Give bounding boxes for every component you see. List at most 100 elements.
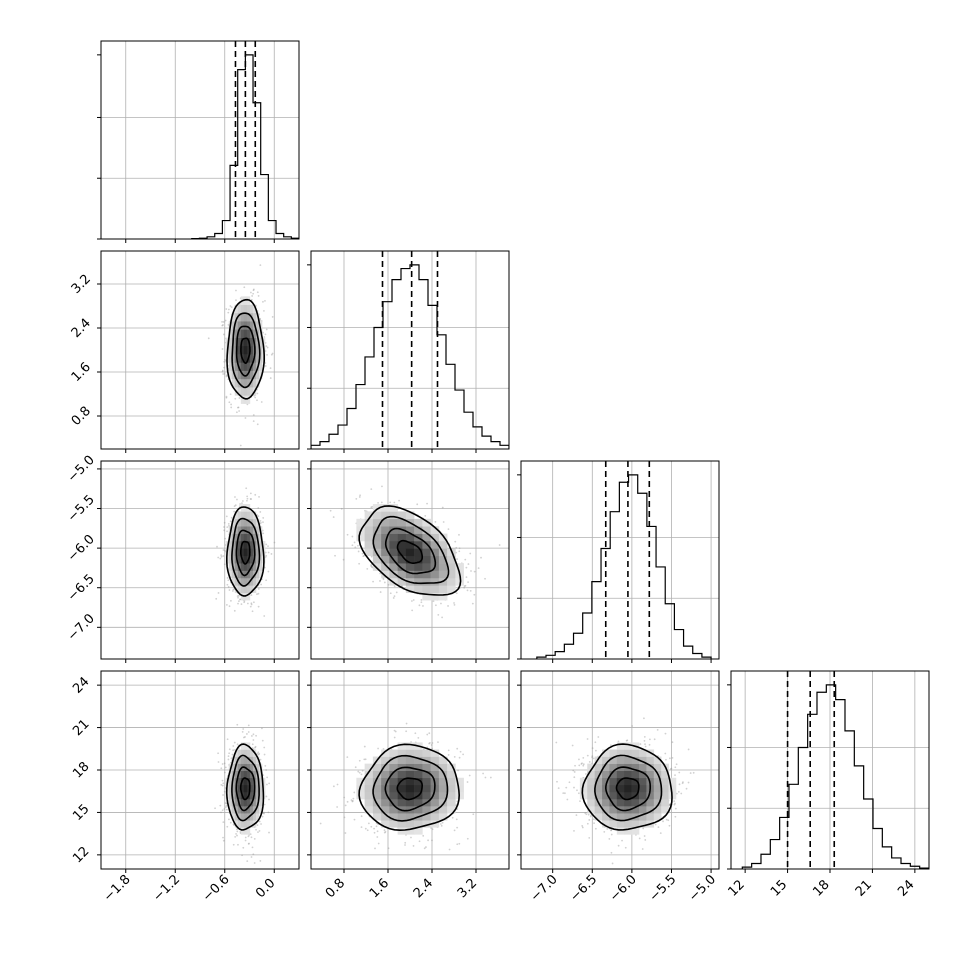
scatter-point [225, 603, 228, 606]
density-cell [228, 555, 233, 564]
scatter-point [223, 366, 226, 369]
panel-frame [100, 40, 300, 240]
scatter-point [263, 336, 266, 338]
scatter-point [412, 599, 415, 601]
density-cell [422, 518, 431, 527]
scatter-point [225, 802, 228, 805]
scatter-point [263, 803, 266, 806]
density-cell [228, 806, 233, 814]
scatter-point [261, 739, 264, 742]
scatter-point [241, 502, 243, 505]
scatter-point [238, 505, 241, 508]
density-cell [381, 570, 390, 579]
density-cell [258, 540, 263, 549]
density-cell [243, 563, 248, 571]
scatter-point [355, 498, 358, 500]
density-cell [237, 526, 242, 534]
scatter-point [477, 567, 480, 570]
scatter-point [225, 395, 228, 398]
scatter-point [393, 595, 396, 598]
panel-frame [310, 460, 510, 660]
scatter-point [420, 601, 423, 604]
scatter-point [222, 549, 225, 551]
density-cell [249, 770, 254, 779]
scatter-point [357, 770, 360, 773]
density-cell [422, 570, 431, 579]
scatter-point [398, 499, 400, 502]
density-cell [231, 791, 236, 800]
density-cell [243, 345, 248, 355]
density-cell [381, 518, 390, 527]
density-cell [422, 577, 431, 586]
scatter-point [367, 822, 370, 825]
scatter-point [265, 795, 268, 798]
density-cell [246, 387, 251, 396]
density-cell [255, 791, 260, 800]
scatter-point [245, 487, 248, 490]
density-cell [438, 540, 448, 549]
density-cell [246, 763, 251, 772]
scatter-point [237, 602, 239, 605]
density-cell [255, 548, 260, 557]
density-cell [231, 577, 236, 586]
scatter-point [226, 738, 229, 741]
density-cell [252, 770, 257, 779]
scatter-point [233, 824, 235, 827]
density-cell [243, 540, 248, 549]
density-cell [234, 813, 239, 821]
density-cell [438, 570, 448, 579]
scatter-point [489, 776, 492, 779]
scatter-point [241, 500, 244, 502]
density-cell [231, 526, 236, 534]
density-cell [414, 570, 423, 579]
scatter-point [230, 306, 233, 309]
scatter-point [453, 603, 456, 606]
scatter-point [405, 730, 408, 733]
density-cell [240, 749, 245, 757]
scatter-point [253, 862, 256, 864]
density-cell [240, 511, 245, 520]
scatter-point [230, 403, 232, 406]
scatter-point [266, 353, 268, 356]
scatter-point [447, 605, 449, 607]
scatter-point [480, 556, 482, 559]
density-cell [243, 526, 248, 534]
density-cell [356, 533, 365, 542]
density-cell [237, 321, 242, 330]
scatter-point [376, 830, 379, 833]
scatter-point [226, 530, 228, 533]
scatter-point [262, 811, 265, 814]
scatter-point [220, 783, 223, 786]
density-cell [246, 395, 251, 404]
scatter-point [389, 592, 392, 595]
density-cell [255, 763, 260, 772]
density-cell [372, 533, 382, 542]
scatter-point [455, 551, 458, 554]
density-cell [243, 518, 248, 527]
density-cell [234, 820, 239, 828]
scatter-point [470, 570, 472, 572]
density-cell [405, 555, 415, 564]
density-cell [258, 354, 263, 363]
scatter-point [268, 782, 271, 785]
density-cell [243, 756, 248, 764]
density-cell [430, 540, 440, 549]
density-cell [231, 570, 236, 579]
scatter-point [220, 554, 223, 556]
scatter-point [376, 836, 379, 838]
density-cell [262, 777, 266, 786]
density-cell [234, 312, 239, 322]
scatter-point [233, 510, 236, 513]
density-cell [447, 577, 456, 586]
density-cell [246, 518, 251, 527]
scatter-point [251, 747, 254, 749]
scatter-point [343, 796, 346, 799]
density-cell [414, 526, 423, 534]
scatter-point [374, 847, 376, 850]
scatter-point [223, 526, 225, 528]
density-cell [252, 329, 257, 338]
scatter-point [265, 554, 268, 557]
scatter-point [465, 566, 468, 569]
scatter-point [271, 316, 274, 318]
